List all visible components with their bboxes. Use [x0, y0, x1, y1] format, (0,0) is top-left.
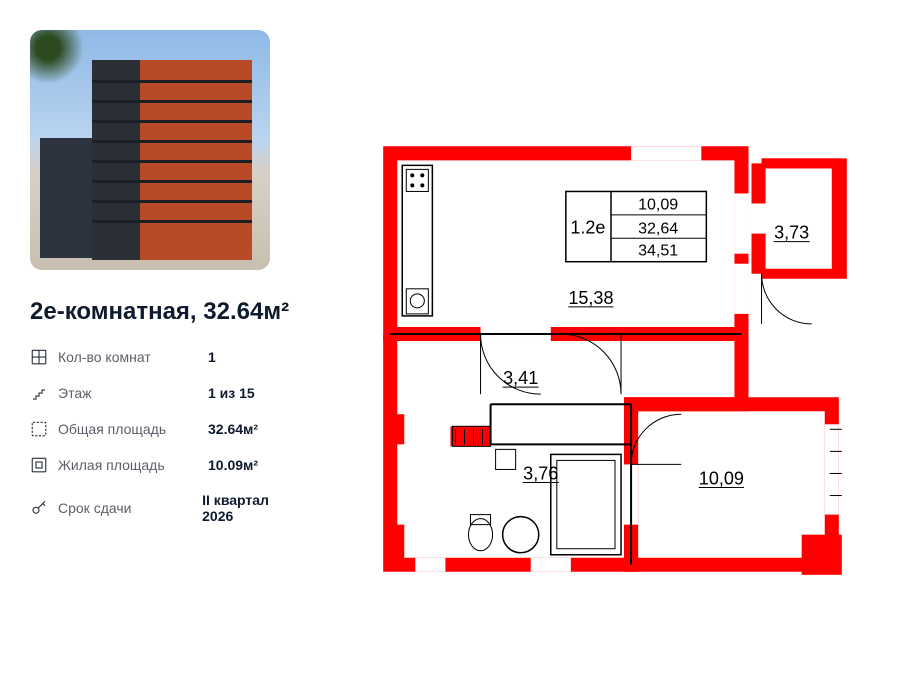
listing-title: 2е-комнатная, 32.64м² [30, 298, 300, 326]
svg-text:1.2е: 1.2е [570, 218, 605, 238]
spec-label: Срок сдачи [58, 500, 202, 516]
svg-text:3,76: 3,76 [523, 463, 558, 483]
svg-text:3,73: 3,73 [774, 223, 809, 243]
svg-text:3,41: 3,41 [503, 368, 538, 388]
svg-text:32,64: 32,64 [638, 220, 678, 238]
svg-text:34,51: 34,51 [638, 242, 678, 260]
spec-value: 10.09м² [208, 457, 258, 473]
svg-text:15,38: 15,38 [568, 288, 613, 308]
rooms-icon [30, 348, 48, 366]
spec-value: II квартал 2026 [202, 492, 300, 524]
spec-label: Общая площадь [58, 421, 208, 437]
svg-text:10,09: 10,09 [638, 196, 678, 214]
spec-label: Жилая площадь [58, 457, 208, 473]
spec-row: Срок сдачи II квартал 2026 [30, 492, 300, 524]
spec-row: Общая площадь 32.64м² [30, 420, 300, 438]
spec-label: Кол-во комнат [58, 349, 208, 365]
spec-label: Этаж [58, 385, 208, 401]
building-photo [30, 30, 270, 270]
living-icon [30, 456, 48, 474]
area-icon [30, 420, 48, 438]
spec-value: 1 [208, 349, 216, 365]
spec-row: Кол-во комнат 1 [30, 348, 300, 366]
svg-text:10,09: 10,09 [699, 468, 744, 488]
spec-value: 32.64м² [208, 421, 258, 437]
floorplan: 1.2е 10,09 32,64 34,51 15,38 3,73 3,41 3,76 10,0… [330, 30, 892, 658]
key-icon [30, 499, 48, 517]
spec-row: Этаж 1 из 15 [30, 384, 300, 402]
spec-value: 1 из 15 [208, 385, 255, 401]
spec-row: Жилая площадь 10.09м² [30, 456, 300, 474]
stairs-icon [30, 384, 48, 402]
